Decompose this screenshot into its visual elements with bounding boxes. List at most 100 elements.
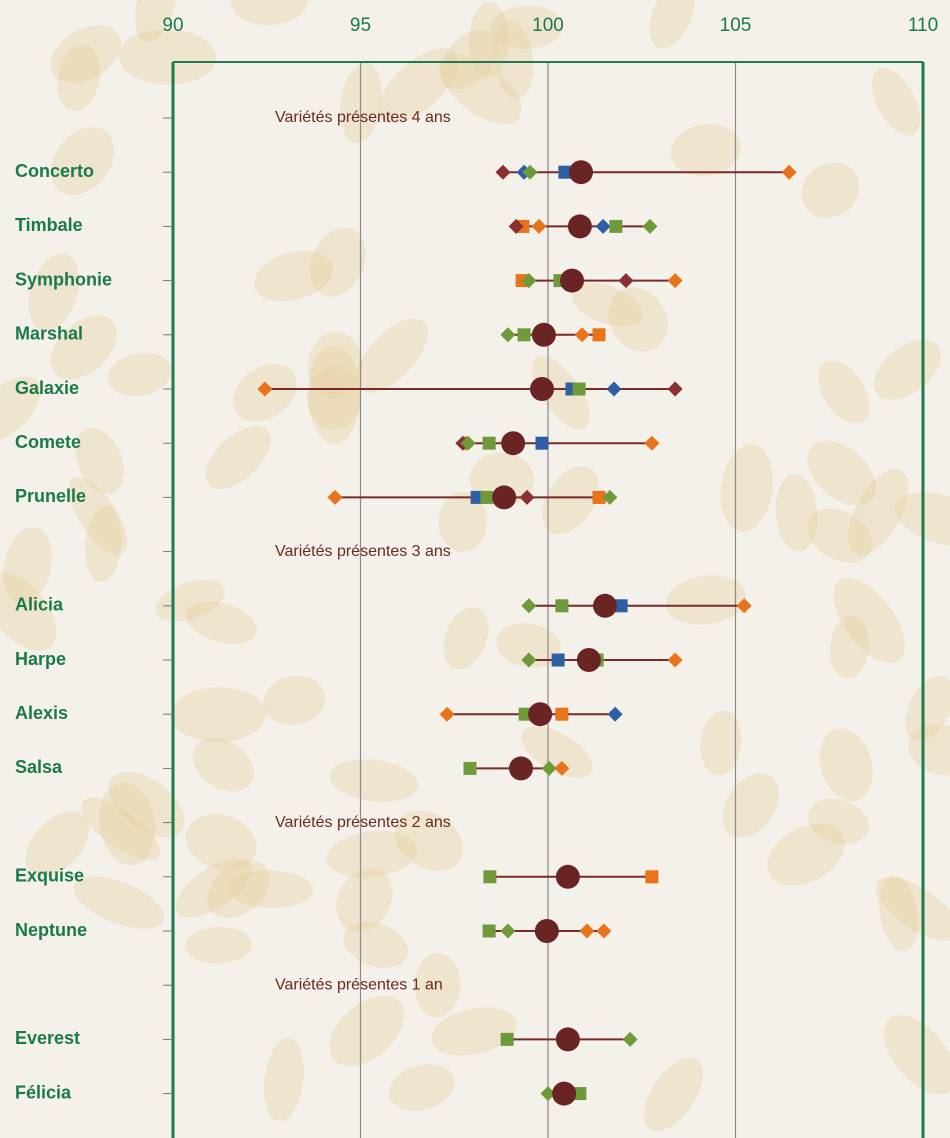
mean-marker — [535, 919, 559, 943]
diamond-marker — [782, 165, 797, 180]
bean-decoration — [862, 60, 930, 143]
square-marker — [555, 599, 568, 612]
bean-decoration — [335, 60, 387, 146]
mean-marker — [528, 702, 552, 726]
bean-decoration — [711, 763, 791, 849]
square-marker — [464, 762, 477, 775]
diamond-marker — [619, 273, 634, 288]
category-label: Timbale — [15, 215, 83, 235]
category-label: Marshal — [15, 324, 83, 344]
bean-decoration — [194, 414, 282, 500]
square-marker — [536, 437, 549, 450]
plot-area: 90 95 100 105 110 Variétés présentes 4 ans Con… — [15, 15, 938, 1138]
bean-decoration — [170, 686, 266, 743]
diamond-marker — [668, 653, 683, 668]
bean-decoration — [383, 1057, 460, 1118]
square-marker — [483, 437, 496, 450]
category-label: Concerto — [15, 161, 94, 181]
diamond-marker — [532, 219, 547, 234]
bean-decoration — [697, 708, 745, 778]
square-marker — [552, 654, 565, 667]
x-tick-label: 110 — [908, 15, 938, 36]
diamond-marker — [644, 436, 659, 451]
bean-decoration — [104, 347, 176, 402]
x-tick-label: 105 — [720, 15, 752, 36]
chart: 90 95 100 105 110 Variétés présentes 4 ans Con… — [0, 0, 950, 1138]
square-marker — [593, 328, 606, 341]
mean-marker — [556, 1027, 580, 1051]
group-label: Variétés présentes 4 ans — [275, 109, 451, 126]
diamond-marker — [596, 219, 611, 234]
bean-decoration — [184, 926, 252, 965]
mean-marker — [492, 485, 516, 509]
bean-decoration — [118, 28, 217, 86]
category-label: Symphonie — [15, 269, 112, 289]
category-label: Neptune — [15, 920, 87, 940]
diamond-marker — [643, 219, 658, 234]
group-label: Variétés présentes 1 an — [275, 976, 443, 993]
bean-decoration — [327, 754, 421, 806]
bean-decoration — [641, 0, 704, 55]
square-marker — [645, 870, 658, 883]
diamond-marker — [500, 924, 515, 939]
mean-marker — [569, 160, 593, 184]
diamond-marker — [575, 327, 590, 342]
category-label: Everest — [15, 1028, 80, 1048]
mean-marker — [530, 377, 554, 401]
x-tick-label: 95 — [350, 15, 371, 36]
category-label: Harpe — [15, 649, 66, 669]
x-tick-label: 100 — [532, 15, 564, 36]
mean-marker — [577, 648, 601, 672]
bean-decoration — [811, 722, 881, 808]
square-marker — [609, 220, 622, 233]
square-marker — [480, 491, 493, 504]
bean-decoration — [316, 982, 417, 1080]
category-label: Galaxie — [15, 378, 79, 398]
category-label: Alicia — [15, 595, 64, 615]
category-label: Félicia — [15, 1082, 72, 1102]
diamond-marker — [668, 273, 683, 288]
bean-decoration — [632, 1048, 715, 1138]
category-label: Prunelle — [15, 486, 86, 506]
group-label: Variétés présentes 2 ans — [275, 814, 451, 831]
x-tick-label: 90 — [162, 15, 183, 36]
square-marker — [555, 708, 568, 721]
diamond-marker — [623, 1032, 638, 1047]
diamond-marker — [440, 707, 455, 722]
mean-marker — [568, 214, 592, 238]
diamond-marker — [521, 598, 536, 613]
diamond-marker — [607, 382, 622, 397]
mean-marker — [556, 865, 580, 889]
square-marker — [483, 925, 496, 938]
bean-decoration — [435, 601, 497, 676]
mean-marker — [552, 1082, 576, 1106]
bean-decoration — [230, 0, 310, 27]
square-marker — [483, 870, 496, 883]
diamond-marker — [496, 165, 511, 180]
bean-decoration — [791, 151, 871, 229]
bean-decoration — [259, 671, 329, 730]
diamond-marker — [500, 327, 515, 342]
mean-marker — [560, 269, 584, 293]
mean-marker — [501, 431, 525, 455]
mean-marker — [532, 323, 556, 347]
bean-decoration — [663, 571, 750, 630]
group-label: Variétés présentes 3 ans — [275, 543, 451, 560]
category-label: Comete — [15, 432, 81, 452]
category-label: Alexis — [15, 703, 68, 723]
mean-marker — [509, 756, 533, 780]
diamond-marker — [328, 490, 343, 505]
diamond-marker — [608, 707, 623, 722]
mean-marker — [593, 594, 617, 618]
square-marker — [501, 1033, 514, 1046]
bean-decoration — [870, 1002, 950, 1107]
bean-decoration — [863, 328, 950, 412]
category-label: Exquise — [15, 866, 84, 886]
background — [0, 0, 950, 1138]
diamond-marker — [580, 924, 595, 939]
bean-decoration — [260, 1036, 308, 1124]
bean-decoration — [808, 352, 880, 433]
square-marker — [518, 328, 531, 341]
diamond-marker — [668, 382, 683, 397]
bean-decoration — [715, 441, 778, 535]
